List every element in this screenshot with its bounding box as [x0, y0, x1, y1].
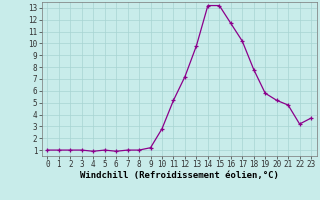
X-axis label: Windchill (Refroidissement éolien,°C): Windchill (Refroidissement éolien,°C) [80, 171, 279, 180]
